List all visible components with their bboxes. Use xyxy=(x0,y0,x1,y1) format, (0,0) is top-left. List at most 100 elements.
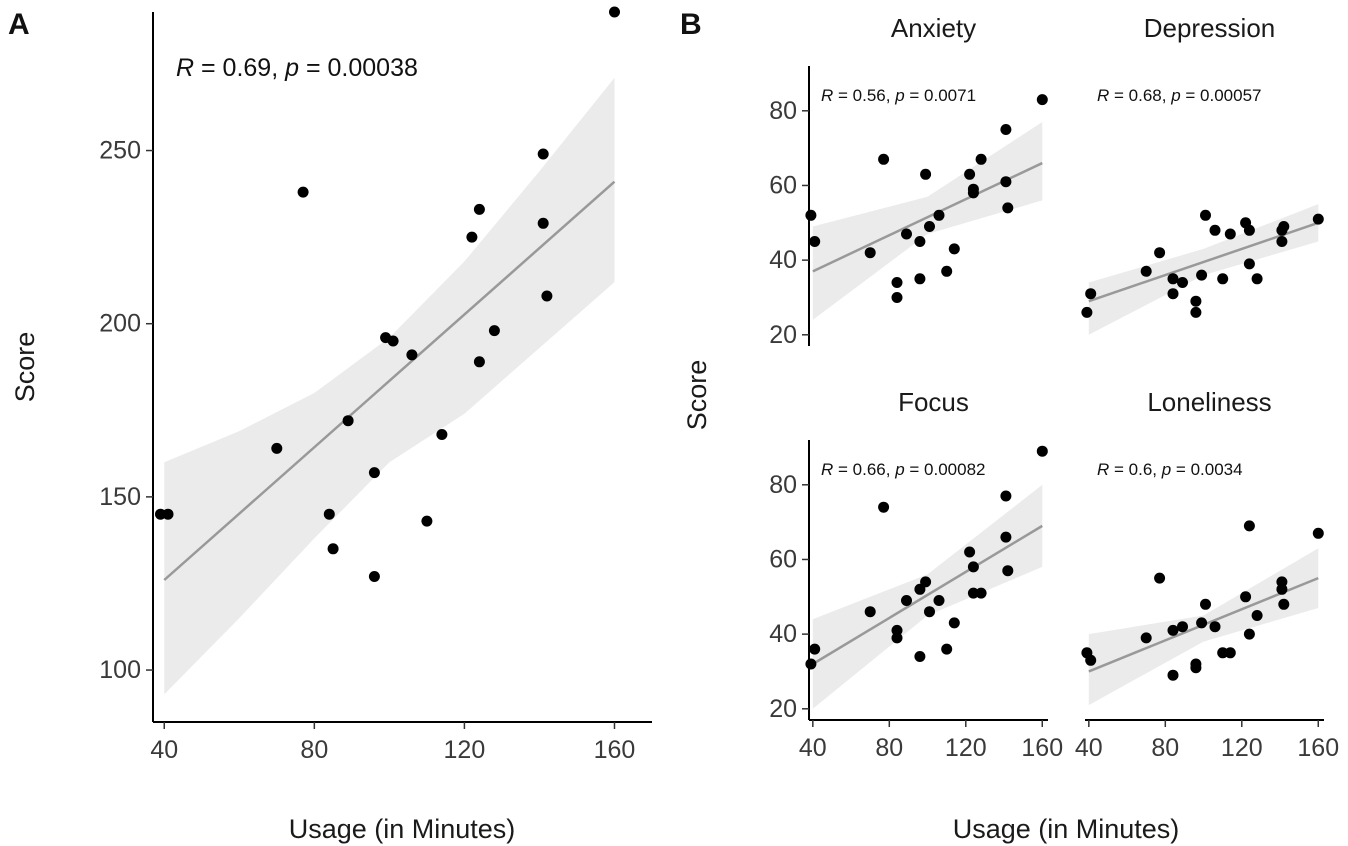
panel-a-data-point xyxy=(327,543,339,555)
facet-depression-data-point xyxy=(1243,224,1255,236)
facet-focus-data-point xyxy=(948,617,960,629)
facet-focus-data-point xyxy=(1002,565,1014,577)
facet-depression-data-point xyxy=(1167,273,1179,285)
facet-loneliness-title: Loneliness xyxy=(1147,387,1271,417)
facet-loneliness-correlation-annotation: R = 0.6, p = 0.0034 xyxy=(1097,460,1243,479)
panel-a-data-point xyxy=(387,335,399,347)
facet-loneliness-data-point xyxy=(1177,621,1188,633)
panel-a-y-tick-label: 150 xyxy=(99,483,141,511)
panel-b-x-axis-title: Usage (in Minutes) xyxy=(953,814,1180,844)
panel-a-data-point xyxy=(436,429,448,440)
facet-depression-data-point xyxy=(1081,306,1093,318)
facet-loneliness-data-point xyxy=(1167,669,1179,681)
facet-depression-data-point xyxy=(1190,306,1202,318)
panel-label-a: A xyxy=(8,8,30,41)
facet-depression-data-point xyxy=(1154,247,1166,259)
facet-depression-confidence-band xyxy=(1088,204,1319,335)
facet-loneliness-data-point xyxy=(1190,662,1202,674)
facet-anxiety-y-tick-label: 20 xyxy=(769,321,797,349)
facet-focus-data-point xyxy=(964,546,976,558)
facet-focus-data-point xyxy=(1000,490,1012,502)
facet-anxiety-data-point xyxy=(920,168,932,180)
panel-label-b: B xyxy=(680,8,702,41)
facet-anxiety-data-point xyxy=(1036,94,1048,106)
facet-focus-y-tick-label: 80 xyxy=(769,471,797,499)
facet-focus-y-tick-label: 40 xyxy=(769,620,797,648)
facet-anxiety-y-tick-label: 60 xyxy=(769,171,797,199)
facet-anxiety-y-tick-label: 80 xyxy=(769,97,797,125)
facet-anxiety-data-point xyxy=(924,221,935,232)
facet-focus-x-tick-label: 80 xyxy=(875,734,903,762)
panel-a-scatter-chart: 100 150 200 250 40 80 120 160 R = 0.69, p = 0.00… xyxy=(99,6,652,764)
panel-a-data-point xyxy=(342,415,354,427)
facet-depression-regression-line xyxy=(1088,221,1319,303)
facet-focus-data-point xyxy=(975,587,987,599)
panel-b-y-axis-title: Score xyxy=(682,360,712,431)
facet-loneliness-x-tick-label: 160 xyxy=(1297,734,1339,762)
facet-loneliness-data-point xyxy=(1167,624,1179,636)
facet-depression-data-point xyxy=(1217,273,1229,285)
facet-anxiety-data-point xyxy=(878,153,890,165)
facet-anxiety-data-point xyxy=(864,247,876,259)
facet-focus-x-tick-label: 160 xyxy=(1021,734,1063,762)
panel-a-data-point xyxy=(473,356,485,368)
panel-a-data-point xyxy=(162,508,174,520)
facet-anxiety-y-tick-label: 40 xyxy=(769,246,797,274)
facet-anxiety-data-point xyxy=(941,265,953,277)
panel-a-x-tick-label: 120 xyxy=(444,736,486,764)
panel-a-data-point xyxy=(368,571,380,582)
facet-anxiety-data-point xyxy=(914,236,926,247)
facet-anxiety-data-point xyxy=(914,273,926,285)
facet-depression-correlation-annotation: R = 0.68, p = 0.00057 xyxy=(1097,86,1262,105)
facet-depression-data-point xyxy=(1276,236,1288,247)
facet-focus-data-point xyxy=(878,501,890,513)
facet-depression-data-point xyxy=(1085,288,1097,300)
facet-depression-title: Depression xyxy=(1144,13,1276,43)
facet-focus-data-point xyxy=(864,606,876,618)
facet-depression-data-point xyxy=(1140,265,1152,277)
facet-loneliness-data-point xyxy=(1196,617,1208,629)
panel-a-data-point xyxy=(368,467,380,479)
panel-a-data-point xyxy=(537,217,549,229)
facet-focus-data-point xyxy=(924,606,935,618)
facet-anxiety-data-point xyxy=(967,187,979,199)
facet-focus-confidence-band xyxy=(812,484,1043,709)
facet-anxiety-data-point xyxy=(1002,202,1014,214)
facet-depression-data-point xyxy=(1167,288,1179,300)
panel-a-data-point xyxy=(488,325,500,337)
facet-anxiety-data-point xyxy=(901,228,912,240)
facet-focus-data-point xyxy=(805,658,817,670)
facet-loneliness-data-point xyxy=(1085,654,1097,666)
panel-a-data-point xyxy=(406,349,418,361)
facet-depression-data-point xyxy=(1278,221,1290,232)
facet-focus-correlation-annotation: R = 0.66, p = 0.00082 xyxy=(821,460,986,479)
facet-focus-data-point xyxy=(914,583,926,595)
panel-a-x-tick-label: 80 xyxy=(300,736,328,764)
panel-a-y-tick-label: 250 xyxy=(99,137,141,165)
panel-a-y-tick-label: 100 xyxy=(99,656,141,684)
facet-focus-x-tick-label: 40 xyxy=(799,734,827,762)
panel-a-data-point xyxy=(297,186,309,198)
facet-anxiety-data-point xyxy=(891,277,903,288)
facet-anxiety-confidence-band xyxy=(812,122,1043,320)
facet-focus-regression-line xyxy=(812,524,1043,666)
facet-anxiety-data-point xyxy=(891,292,903,303)
facet-loneliness-x-tick-label: 120 xyxy=(1221,734,1263,762)
facet-anxiety-data-point xyxy=(1000,124,1012,135)
facet-depression-data-point xyxy=(1177,277,1188,288)
facet-focus-data-point xyxy=(891,624,903,636)
facet-depression-data-point xyxy=(1312,213,1324,225)
facet-loneliness-data-point xyxy=(1278,598,1290,610)
facet-focus-x-tick-label: 120 xyxy=(945,734,987,762)
panel-a-confidence-band xyxy=(164,77,615,695)
facet-anxiety-title: Anxiety xyxy=(891,13,976,43)
facet-depression-data-point xyxy=(1200,209,1211,221)
panel-a-y-axis-title: Score xyxy=(10,332,40,403)
facet-focus-data-point xyxy=(967,561,979,573)
facet-loneliness-data-point xyxy=(1209,621,1221,633)
panel-a-data-point xyxy=(609,6,620,18)
facet-focus-data-point xyxy=(920,576,932,588)
facet-depression: Depression R = 0.68, p = 0.00057 xyxy=(1081,13,1324,335)
facet-depression-data-point xyxy=(1190,295,1202,307)
